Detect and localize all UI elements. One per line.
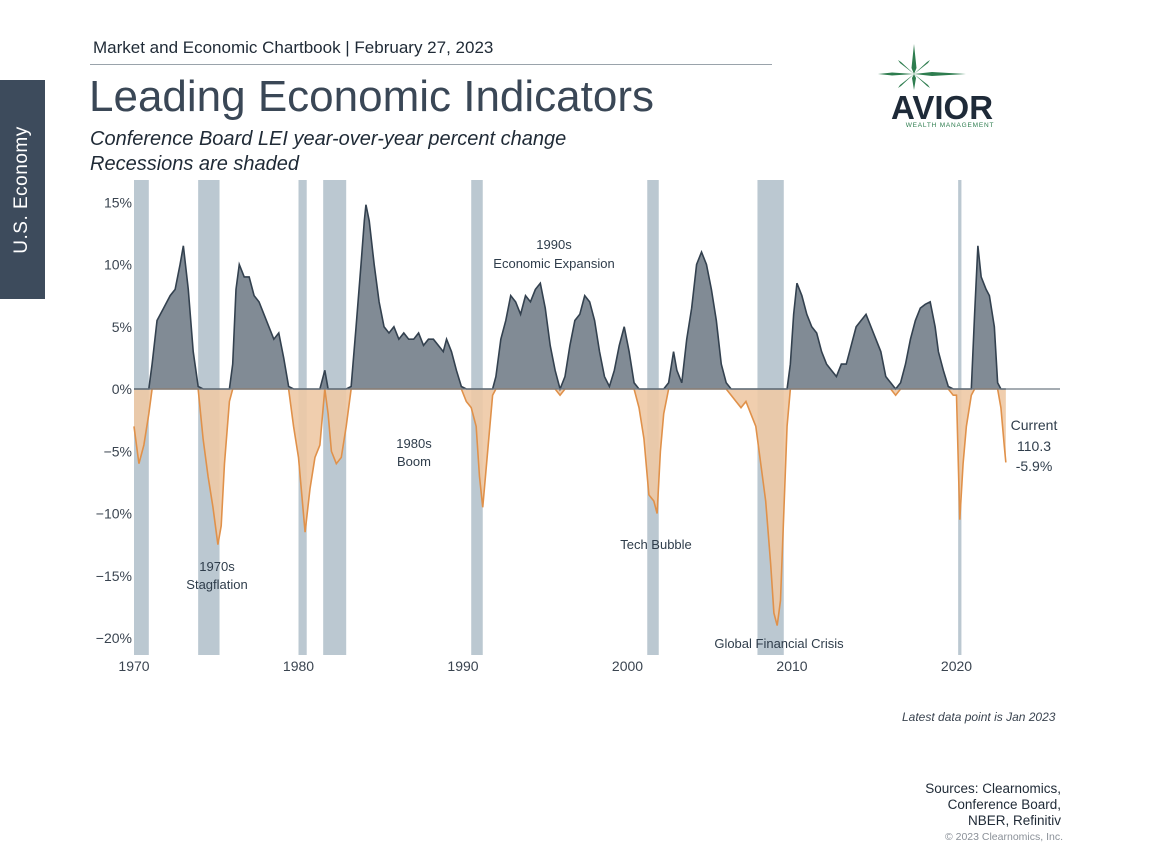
axes: 15% 10% 5% 0% −5% −10% −15% −20% 1970 1980 1990 200…	[96, 194, 972, 674]
y-tick-label: −5%	[104, 443, 132, 459]
negative-line	[133, 388, 1007, 626]
negative-area	[134, 389, 1006, 626]
annotation-current-change: -5.9%	[1016, 458, 1053, 474]
y-tick-label: −10%	[96, 506, 132, 522]
sources-line-1: Sources: Clearnomics,	[925, 781, 1061, 796]
latest-data-note: Latest data point is Jan 2023	[902, 710, 1056, 724]
x-tick-label: 2010	[776, 658, 807, 674]
annotation-1980s: 1980s	[396, 436, 432, 451]
x-tick-label: 1990	[447, 658, 478, 674]
sources-line-3: NBER, Refinitiv	[967, 813, 1061, 828]
subtitle-line-1: Conference Board LEI year-over-year perc…	[90, 128, 567, 150]
positive-area	[134, 204, 1006, 389]
y-tick-label: 5%	[112, 319, 132, 335]
annotation-tech-bubble: Tech Bubble	[620, 537, 692, 552]
annotation-current: Current	[1011, 417, 1058, 433]
section-tab: U.S. Economy	[0, 80, 45, 299]
annotation-1970s: 1970s	[199, 559, 235, 574]
star-burst-icon	[878, 44, 966, 90]
y-tick-label: 15%	[104, 194, 132, 210]
annotation-global-financial-crisis: Global Financial Crisis	[714, 636, 844, 651]
annotation-1990s: 1990s	[536, 237, 572, 252]
y-tick-label: 10%	[104, 257, 132, 273]
x-tick-label: 2000	[612, 658, 643, 674]
y-tick-label: −15%	[96, 568, 132, 584]
copyright: © 2023 Clearnomics, Inc.	[944, 831, 1063, 843]
header-divider	[90, 64, 772, 65]
annotation-stagflation: Stagflation	[186, 577, 247, 592]
y-tick-label: −20%	[96, 630, 132, 646]
sources: Sources: Clearnomics, Conference Board, …	[925, 781, 1061, 829]
positive-line	[134, 204, 1006, 392]
y-tick-label: 0%	[112, 381, 132, 397]
annotation-current-level: 110.3	[1017, 438, 1051, 454]
x-tick-label: 1980	[283, 658, 314, 674]
annotation-boom: Boom	[397, 454, 431, 469]
chart-subtitle: Conference Board LEI year-over-year perc…	[90, 127, 566, 177]
page-title: Leading Economic Indicators	[89, 72, 654, 121]
x-tick-label: 1970	[118, 658, 149, 674]
subtitle-line-2: Recessions are shaded	[90, 153, 300, 175]
sources-line-2: Conference Board,	[947, 797, 1061, 812]
x-tick-label: 2020	[941, 658, 972, 674]
annotation-economic-expansion: Economic Expansion	[493, 256, 614, 271]
annotations: 1970s Stagflation 1980s Boom 1990s Econo…	[186, 237, 1057, 651]
logo-wordmark: AVIOR	[891, 89, 993, 126]
chartbook-header: Market and Economic Chartbook | February…	[93, 38, 494, 57]
logo-tagline: WEALTH MANAGEMENT	[906, 122, 995, 129]
avior-logo: AVIOR WEALTH MANAGEMENT	[878, 44, 995, 129]
